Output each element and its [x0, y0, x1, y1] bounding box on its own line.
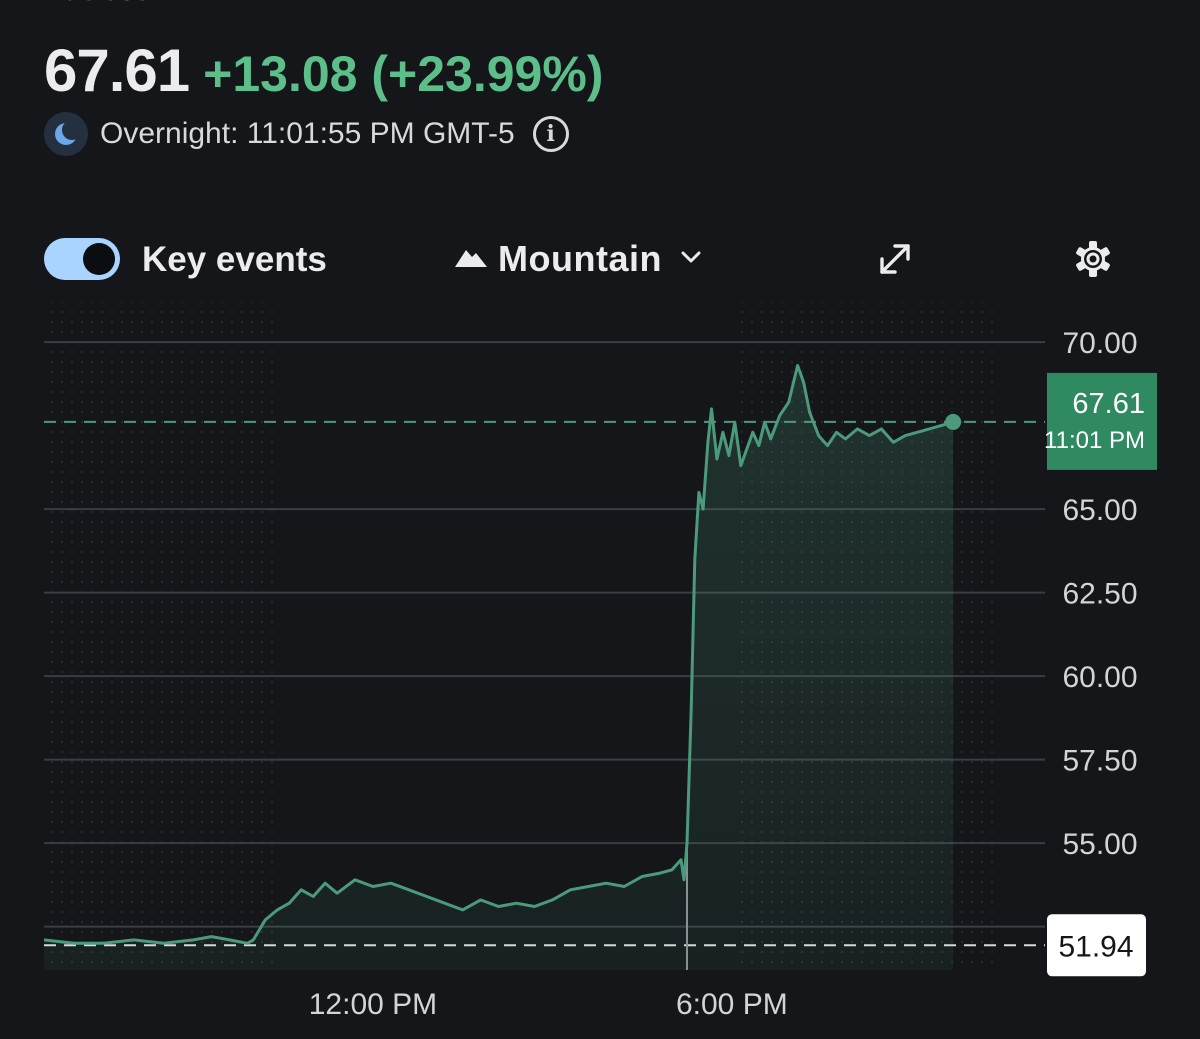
- session-text: Overnight: 11:01:55 PM GMT-5: [100, 117, 515, 150]
- premarket-shade: [44, 302, 280, 970]
- y-tick-label: 62.50: [1062, 578, 1137, 611]
- x-tick-label: 6:00 PM: [676, 988, 788, 1021]
- chevron-down-icon: [680, 250, 702, 269]
- mountain-icon: [454, 246, 488, 273]
- previous-close-badge-value: 51.94: [1058, 930, 1133, 963]
- current-price-dot: [945, 413, 962, 430]
- current-price: 67.61: [44, 37, 190, 104]
- key-events-toggle[interactable]: [44, 238, 120, 280]
- moon-icon: [44, 112, 88, 156]
- y-tick-label: 55.00: [1062, 828, 1137, 861]
- y-tick-label: 70.00: [1062, 327, 1137, 360]
- toggle-knob: [83, 243, 115, 275]
- gear-icon[interactable]: [1072, 238, 1114, 285]
- chart-type-dropdown[interactable]: Mountain: [454, 238, 702, 280]
- previous-close-badge: 51.94: [1047, 914, 1146, 977]
- expand-icon[interactable]: [876, 240, 914, 283]
- y-tick-label: 57.50: [1062, 745, 1137, 778]
- current-time-badge: 11:01 PM: [1044, 427, 1145, 454]
- x-tick-label: 12:00 PM: [309, 988, 437, 1021]
- price-line: [43, 364, 954, 945]
- current-price-badge: 67.61 11:01 PM: [1044, 372, 1157, 470]
- y-tick-label: 60.00: [1062, 661, 1137, 694]
- price-chart[interactable]: 70.00 65.00 62.50 60.00 57.50 55.00 12:00 PM 6…: [0, 290, 1200, 1039]
- session-row: Overnight: 11:01:55 PM GMT-5 i: [44, 112, 569, 156]
- y-tick-label: 65.00: [1062, 494, 1137, 527]
- chart-type-label: Mountain: [498, 238, 662, 279]
- current-price-badge-value: 67.61: [1072, 388, 1145, 420]
- key-events-label: Key events: [142, 240, 327, 279]
- price-change: +13.08 (+23.99%): [203, 46, 604, 102]
- price-area: [44, 365, 954, 970]
- price-row: 67.61 +13.08 (+23.99%): [44, 36, 603, 105]
- info-icon[interactable]: i: [532, 116, 569, 152]
- header-truncated-text: At close:: [44, 0, 159, 8]
